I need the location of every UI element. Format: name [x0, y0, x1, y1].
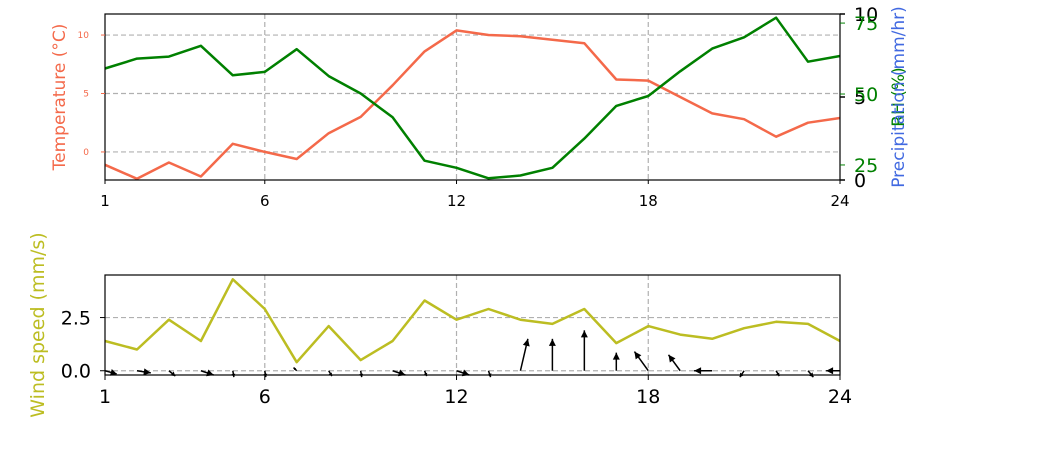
wind-vector-head: [522, 338, 530, 347]
precipitation-tick-label: 0: [854, 170, 866, 192]
temperature-humidity-panel: 1 6 12 18 24 0 5 10 0 5 10 25 50 75 Temperature (°…: [50, 4, 909, 210]
humidity-axis: 25 50 75: [840, 13, 878, 177]
wind-vector-head: [143, 368, 151, 376]
wind-vector-head: [548, 338, 556, 346]
top-plot-frame: [104, 13, 841, 181]
temperature-tick-label: 0: [83, 148, 89, 158]
precipitation-tick-label: 10: [854, 4, 878, 26]
bottom-grid: [105, 275, 840, 375]
temperature-tick-label: 5: [83, 89, 89, 99]
top-x-tick-label: 1: [100, 192, 110, 210]
wind-vector-head: [634, 351, 642, 360]
temperature-axis-label: Temperature (°C): [50, 24, 70, 172]
bottom-x-tick-label: 6: [259, 386, 271, 408]
bottom-series: [104, 278, 841, 364]
humidity-axis-label: RH (%): [889, 67, 909, 126]
wind-speed-line: [104, 278, 841, 364]
bottom-x-tick-label: 1: [99, 386, 111, 408]
wind-vectors: [104, 330, 840, 378]
humidity-tick-label: 25: [854, 155, 878, 177]
bottom-y-ticks: 0.0 2.5: [61, 308, 105, 383]
temperature-tick-label: 10: [78, 31, 90, 41]
wind-vector-head: [580, 330, 588, 338]
humidity-line: [104, 16, 841, 180]
top-x-ticks: 1 6 12 18 24: [100, 180, 850, 210]
wind-panel: 1 6 12 18 24 0.0 2.5 Wind speed (mm/s): [27, 232, 852, 417]
top-x-tick-label: 12: [447, 192, 466, 210]
temperature-line: [104, 29, 841, 181]
bottom-y-tick-label: 2.5: [61, 308, 91, 330]
top-x-tick-label: 24: [830, 192, 849, 210]
bottom-x-tick-label: 24: [828, 386, 852, 408]
precipitation-axis-label: Precipitation (mm/hr): [889, 6, 909, 188]
bottom-x-tick-label: 18: [636, 386, 660, 408]
precipitation-tick-label: 5: [854, 87, 866, 109]
wind-vector-head: [109, 368, 117, 376]
humidity-tick-label: 75: [854, 13, 878, 35]
temperature-axis: 0 5 10: [78, 31, 105, 158]
top-x-tick-label: 18: [639, 192, 658, 210]
wind-vector-head: [668, 354, 676, 363]
bottom-x-ticks: 1 6 12 18 24: [99, 375, 852, 408]
wind-vector-head: [826, 367, 834, 375]
top-x-tick-label: 6: [260, 192, 270, 210]
top-series: [104, 16, 841, 181]
bottom-x-tick-label: 12: [444, 386, 468, 408]
humidity-tick-label: 50: [854, 84, 878, 106]
wind-vector-head: [694, 367, 702, 375]
top-grid: [105, 14, 840, 180]
bottom-y-tick-label: 0.0: [61, 361, 91, 383]
precipitation-axis: 0 5 10: [840, 4, 878, 192]
wind-vector-head: [293, 367, 297, 371]
wind-vector-head: [612, 352, 620, 360]
bottom-plot-frame: [104, 274, 841, 376]
wind-axis-label: Wind speed (mm/s): [27, 232, 49, 417]
